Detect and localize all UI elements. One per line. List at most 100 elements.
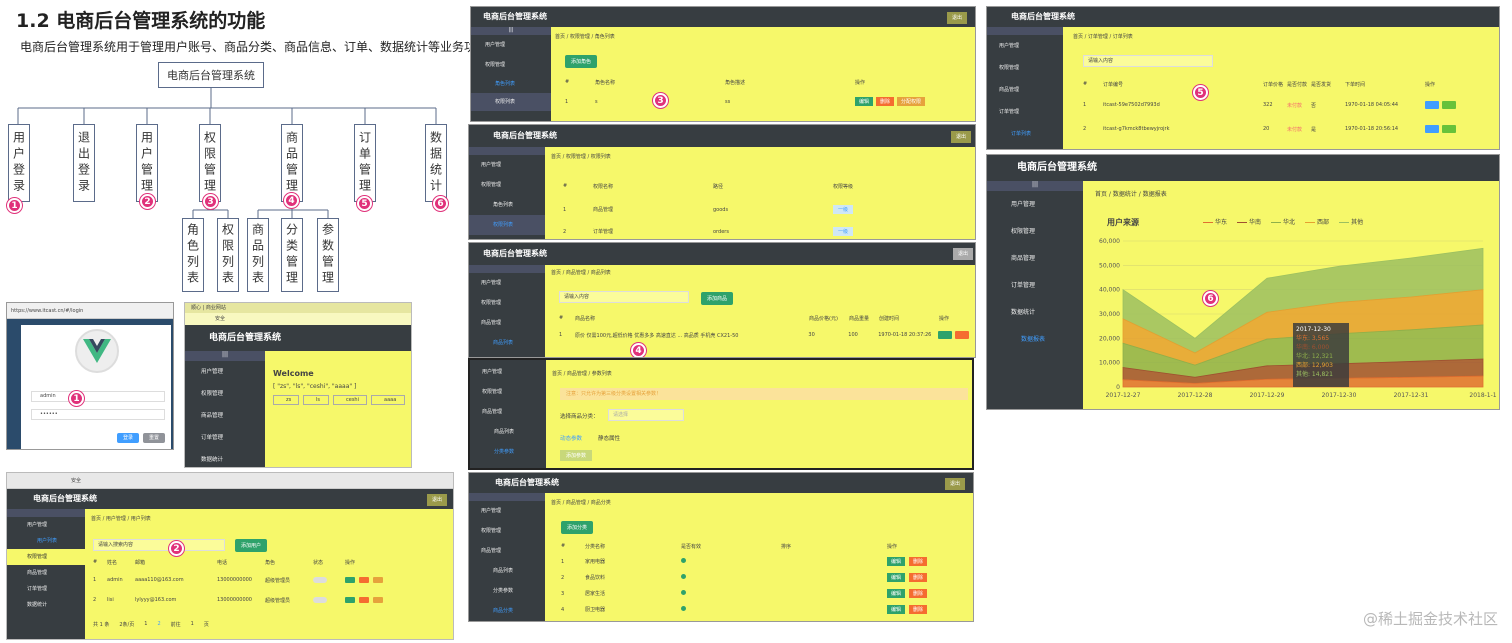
password-field[interactable]: •••••• xyxy=(31,409,165,420)
edit-button[interactable] xyxy=(345,597,355,603)
edit-button[interactable] xyxy=(1425,125,1439,133)
sidebar-item-goods[interactable]: 商品管理 xyxy=(481,548,502,554)
sidebar-item-roles[interactable]: 角色列表 xyxy=(495,81,516,87)
sidebar-toggle[interactable]: ||| xyxy=(185,351,265,361)
sidebar-item-perm[interactable]: 权限管理 xyxy=(481,300,502,306)
sidebar-item-orders[interactable]: 订单管理 xyxy=(27,586,48,592)
sidebar-item-roles[interactable]: 角色列表 xyxy=(493,202,514,208)
edit-button[interactable] xyxy=(1425,101,1439,109)
edit-button[interactable]: 编辑 xyxy=(887,573,906,582)
sidebar-toggle[interactable] xyxy=(469,265,545,273)
check-ceshi[interactable]: ceshi xyxy=(333,395,367,405)
legend-item[interactable]: 华北 xyxy=(1271,217,1295,226)
delete-button[interactable]: 删除 xyxy=(909,573,928,582)
sidebar-toggle[interactable]: ||| xyxy=(987,181,1083,191)
sidebar-item-users[interactable]: 用户管理 xyxy=(482,369,503,375)
edit-button[interactable] xyxy=(938,331,953,339)
sidebar-item-perm[interactable]: 权限管理 xyxy=(481,528,502,534)
edit-button[interactable]: 编辑 xyxy=(855,97,874,106)
search-input[interactable]: 请输入内容 xyxy=(559,291,689,303)
sidebar-toggle[interactable] xyxy=(987,27,1063,35)
location-button[interactable] xyxy=(1442,101,1456,109)
check-zs[interactable]: zs xyxy=(273,395,299,405)
logout-button[interactable]: 退出 xyxy=(952,248,973,260)
reset-button[interactable]: 重置 xyxy=(143,433,165,443)
sidebar-item-perm[interactable]: 权限管理 xyxy=(7,549,85,565)
sidebar-item-perm[interactable]: 权限管理 xyxy=(201,391,224,397)
status-switch[interactable] xyxy=(313,597,327,603)
category-select[interactable]: 请选择 xyxy=(608,409,684,421)
add-cate-button[interactable]: 添加分类 xyxy=(561,521,594,534)
logout-button[interactable]: 退出 xyxy=(946,12,967,24)
sidebar-toggle[interactable] xyxy=(469,147,545,155)
assign-rights-button[interactable]: 分配权限 xyxy=(897,97,926,106)
sidebar-item-goodslist[interactable]: 商品列表 xyxy=(493,340,514,346)
legend-item[interactable]: 华东 xyxy=(1203,217,1227,226)
sidebar-item-cate[interactable]: 商品分类 xyxy=(493,608,514,614)
edit-button[interactable] xyxy=(345,577,355,583)
edit-button[interactable]: 编辑 xyxy=(887,557,906,566)
sidebar-item-orderlist[interactable]: 订单列表 xyxy=(1011,131,1032,137)
username-field[interactable]: admin xyxy=(31,391,165,402)
delete-button[interactable] xyxy=(955,331,969,339)
sidebar-item-goods[interactable]: 商品管理 xyxy=(27,570,48,576)
welcome-tab[interactable]: 顺心 | 商业网站 xyxy=(185,303,411,313)
sidebar-item-stats[interactable]: 数据统计 xyxy=(1011,309,1036,316)
delete-button[interactable]: 删除 xyxy=(909,605,928,614)
sidebar-item-perm[interactable]: 权限管理 xyxy=(482,389,503,395)
tab-dynamic[interactable]: 动态参数 xyxy=(560,436,583,442)
sidebar-item-params[interactable]: 分类参数 xyxy=(494,449,515,455)
status-switch[interactable] xyxy=(313,577,327,583)
sidebar-item-users[interactable]: 用户管理 xyxy=(999,43,1020,49)
sidebar-item-goods[interactable]: 商品管理 xyxy=(481,320,502,326)
sidebar-item-users[interactable]: 用户管理 xyxy=(481,508,502,514)
sidebar-item-users[interactable]: 用户管理 xyxy=(201,369,224,375)
edit-button[interactable]: 编辑 xyxy=(887,589,906,598)
sidebar-item-users[interactable]: 用户管理 xyxy=(481,280,502,286)
delete-button[interactable]: 删除 xyxy=(909,589,928,598)
legend-item[interactable]: 华南 xyxy=(1237,217,1261,226)
sidebar-item-perm[interactable]: 权限管理 xyxy=(485,62,506,68)
search-input[interactable]: 请输入搜索内容 xyxy=(93,539,225,551)
sidebar-item-rights[interactable]: 权限列表 xyxy=(471,93,551,111)
logout-button[interactable]: 退出 xyxy=(944,478,965,490)
location-button[interactable] xyxy=(1442,125,1456,133)
sidebar-item-perm[interactable]: 权限管理 xyxy=(1011,228,1036,235)
sidebar-item-goodslist[interactable]: 商品列表 xyxy=(494,429,515,435)
sidebar-item-rights[interactable]: 权限列表 xyxy=(469,215,545,235)
sidebar-item-orders[interactable]: 订单管理 xyxy=(1011,282,1036,289)
welcome-addr[interactable]: 安全 xyxy=(185,313,411,325)
sidebar-item-userlist[interactable]: 用户列表 xyxy=(37,538,58,544)
search-input[interactable]: 请输入内容 xyxy=(1083,55,1213,67)
sidebar-item-users[interactable]: 用户管理 xyxy=(1011,201,1036,208)
delete-button[interactable]: 删除 xyxy=(909,557,928,566)
check-ls[interactable]: ls xyxy=(303,395,329,405)
assign-button[interactable] xyxy=(373,597,383,603)
delete-button[interactable]: 删除 xyxy=(876,97,895,106)
add-role-button[interactable]: 添加角色 xyxy=(565,55,598,68)
add-param-button[interactable]: 添加参数 xyxy=(560,450,593,461)
delete-button[interactable] xyxy=(359,597,369,603)
sidebar-item-goods[interactable]: 商品管理 xyxy=(1011,255,1036,262)
sidebar-item-perm[interactable]: 权限管理 xyxy=(481,182,502,188)
check-aaaa[interactable]: aaaa xyxy=(371,395,405,405)
logout-button[interactable]: 退出 xyxy=(426,494,447,506)
logout-button[interactable]: 退出 xyxy=(950,131,971,143)
sidebar-item-orders[interactable]: 订单管理 xyxy=(999,109,1020,115)
sidebar-item-goods[interactable]: 商品管理 xyxy=(999,87,1020,93)
sidebar-item-users[interactable]: 用户管理 xyxy=(481,162,502,168)
sidebar-toggle[interactable] xyxy=(469,493,545,501)
sidebar-item-params[interactable]: 分类参数 xyxy=(493,588,514,594)
sidebar-item-orders[interactable]: 订单管理 xyxy=(201,435,224,441)
sidebar-item-goodslist[interactable]: 商品列表 xyxy=(493,568,514,574)
sidebar-item-stats[interactable]: 数据统计 xyxy=(27,602,48,608)
delete-button[interactable] xyxy=(359,577,369,583)
sidebar-item-users[interactable]: 用户管理 xyxy=(485,42,506,48)
edit-button[interactable]: 编辑 xyxy=(887,605,906,614)
sidebar-toggle[interactable] xyxy=(7,509,85,517)
sidebar-item-goods[interactable]: 商品管理 xyxy=(482,409,503,415)
legend-item[interactable]: 西部 xyxy=(1305,217,1329,226)
sidebar-item-users[interactable]: 用户管理 xyxy=(27,522,48,528)
pagination[interactable]: 共 1 条 2条/页 1 2 前往 1 页 xyxy=(93,621,209,628)
tab-static[interactable]: 静态属性 xyxy=(598,436,621,442)
